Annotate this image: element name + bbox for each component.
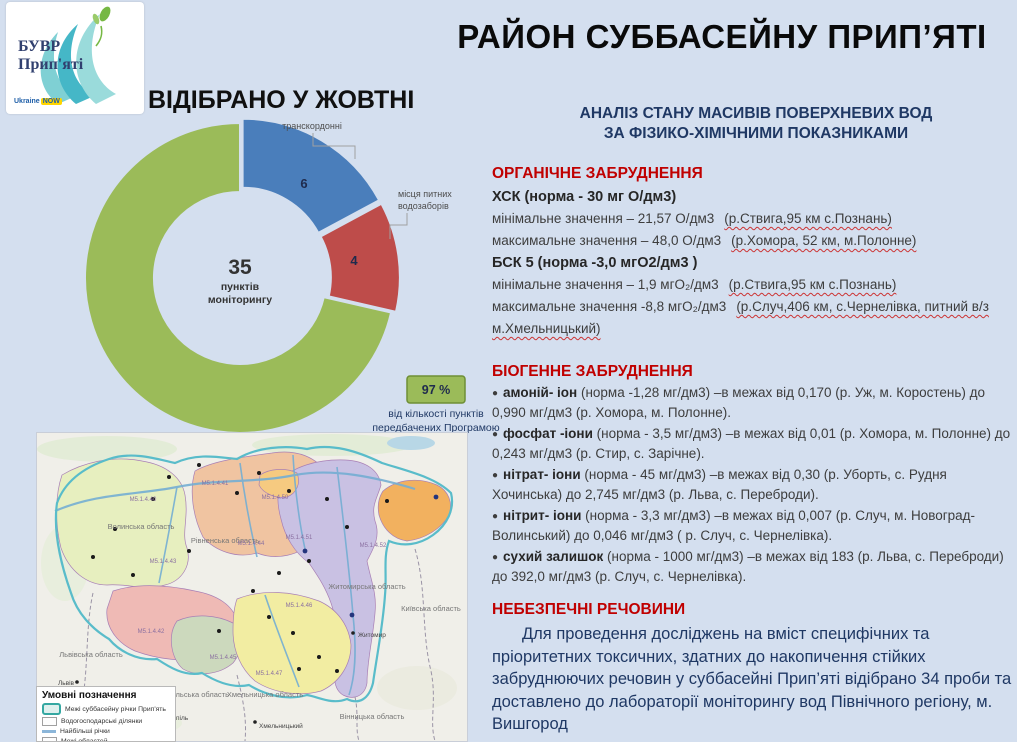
- map-legend: Умовні позначення Межі суббасейну річки …: [36, 686, 176, 742]
- watershed-code: М5.1.4.45: [210, 655, 237, 661]
- oblast-label: Рівненська область: [191, 536, 259, 545]
- oblast-label: Тернопільська область: [149, 690, 229, 699]
- bullet-phosphate: ● фосфат -іони (норма - 3,5 мг/дм3) –в ме…: [492, 426, 1011, 461]
- organic-heading: ОРГАНІЧНЕ ЗАБРУДНЕННЯ: [492, 165, 703, 182]
- segment-value-blue: 6: [300, 176, 307, 191]
- segment-value-red: 4: [350, 253, 358, 268]
- watershed-code: М5.1.4.50: [262, 495, 289, 501]
- analysis-text-column: ОРГАНІЧНЕ ЗАБРУДНЕННЯ ХСК (норма - 30 мг…: [492, 165, 1016, 736]
- bsk-min-line: мінімальне значення – 1,9 мгО₂/дм3 (р.Ств…: [492, 277, 897, 292]
- watershed-code: М5.1.4.42: [138, 629, 165, 635]
- logo-line2: Прип'яті: [18, 56, 84, 73]
- biogenic-heading: БІОГЕННЕ ЗАБРУДНЕННЯ: [492, 363, 693, 380]
- page-title: РАЙОН СУББАСЕЙНУ ПРИП’ЯТІ: [457, 18, 987, 55]
- watershed-code: М5.1.4.44: [238, 541, 265, 547]
- callout-label-transboundary: транскордонні: [282, 121, 342, 131]
- hsk-max-line: максимальне значення – 48,0 О/дм3 (р.Хомо…: [492, 233, 917, 248]
- water-area-icon: [42, 717, 57, 726]
- bullet-icon: ●: [492, 429, 499, 440]
- special-point-markers: [302, 494, 439, 618]
- percent-badge: [406, 375, 466, 404]
- oblast-label: Вінницька область: [340, 712, 405, 721]
- bullet-dry-residue: ● сухий залишок (норма - 1000 мг/дм3) –в …: [492, 549, 1004, 584]
- oblast-label: Житомирська область: [328, 582, 405, 591]
- watershed-code: М5.1.4.46: [286, 603, 313, 609]
- bullet-ammonium: ● амоній- іон (норма -1,28 мг/дм3) –в меж…: [492, 385, 986, 420]
- callout-line-red: [389, 213, 408, 239]
- callout-label-drinking-2: водозаборів: [398, 201, 449, 211]
- ukraine-now-badge: Ukraine NOW: [14, 98, 62, 105]
- chart-heading: ВІДІБРАНО У ЖОВТНІ: [148, 86, 415, 114]
- legend-item-subbasin: Межі суббасейну річки Прип'ять: [42, 703, 170, 715]
- legend-title: Умовні позначення: [42, 690, 137, 701]
- watershed-code: М5.1.4.40: [130, 497, 157, 503]
- legend-item-rivers: Найбільші річки: [42, 728, 170, 735]
- monitoring-point-markers: [91, 463, 389, 673]
- bullet-nitrate: ● нітрат- іони (норма - 45 мг/дм3) –в меж…: [492, 467, 947, 502]
- city-label: Львів: [58, 679, 75, 687]
- bullet-nitrite: ● нітрит- іони (норма - 3,3 мг/дм3) –в ме…: [492, 508, 976, 543]
- river-line-icon: [42, 730, 56, 733]
- bsk-title: БСК 5 (норма -3,0 мгО2/дм3 ): [492, 255, 698, 271]
- percent-caption-2: передбачених Програмою: [372, 422, 499, 434]
- hsk-title: ХСК (норма - 30 мг О/дм3): [492, 189, 677, 205]
- watershed-code: М5.1.4.43: [150, 559, 177, 565]
- center-total: 35: [228, 256, 252, 279]
- bsk-max-line: максимальне значення -8,8 мгО₂/дм3 (р.Слу…: [492, 299, 989, 336]
- subbasin-boundary-icon: [42, 703, 61, 715]
- logo-line1: БУВР: [18, 38, 61, 55]
- subbasin-map: Волинська область Рівненська область Жит…: [36, 432, 468, 742]
- center-caption-1: пунктів: [221, 281, 260, 293]
- city-label: Житомир: [358, 632, 386, 639]
- watershed-code: М5.1.4.47: [256, 671, 283, 677]
- oblast-label: Львівська область: [59, 650, 123, 659]
- oblast-label: Хмельницька область: [227, 690, 303, 699]
- bullet-icon: ●: [492, 511, 499, 522]
- legend-item-areas: Водогосподарські ділянки: [42, 717, 170, 726]
- watershed-code: М5.1.4.41: [202, 481, 229, 487]
- callout-label-drinking-1: місця питних: [398, 189, 452, 199]
- oblast-label: Київська область: [401, 604, 461, 613]
- oblast-label: Волинська область: [108, 522, 175, 531]
- rivers: [54, 454, 416, 696]
- doughnut-segment-drinking: [319, 202, 401, 313]
- bullet-icon: ●: [492, 552, 499, 563]
- logo-card: БУВР Прип'яті Ukraine NOW: [6, 2, 144, 114]
- percent-badge-value: 97 %: [422, 383, 451, 397]
- watershed-code: М5.1.4.52: [360, 543, 387, 549]
- doughnut-segment-transboundary: [241, 117, 381, 235]
- center-caption-2: моніторингу: [208, 294, 272, 306]
- hsk-min-line: мінімальне значення – 21,57 О/дм3 (р.Стви…: [492, 211, 892, 226]
- watershed-code: М5.1.4.51: [286, 535, 313, 541]
- subbasin-boundary: [54, 445, 454, 703]
- analysis-subtitle: АНАЛІЗ СТАНУ МАСИВІВ ПОВЕРХНЕВИХ ВОД ЗА …: [579, 105, 933, 142]
- bullet-icon: ●: [492, 388, 499, 399]
- callout-line-blue: [312, 133, 356, 159]
- hazardous-heading: НЕБЕЗПЕЧНІ РЕЧОВИНИ: [492, 601, 686, 618]
- water-swirl-logo-icon: [40, 6, 116, 104]
- hazardous-paragraph: Для проведення досліджень на вміст специ…: [492, 625, 1012, 733]
- monitoring-points-doughnut-chart: 6 4 35 пунктів моніторингу транскордонні…: [84, 117, 500, 434]
- legend-item-oblast-borders: Межі областей: [42, 737, 170, 741]
- watershed-codes: М5.1.4.40 М5.1.4.41 М5.1.4.42 М5.1.4.43 …: [130, 481, 387, 677]
- logo-org-name: БУВР Прип'яті: [18, 38, 83, 74]
- percent-caption-1: від кількості пунктів: [388, 408, 484, 420]
- oblast-labels: Волинська область Рівненська область Жит…: [59, 522, 461, 721]
- oblast-border-icon: [42, 737, 57, 741]
- city-label: Хмельницький: [259, 722, 303, 730]
- bullet-icon: ●: [492, 470, 499, 481]
